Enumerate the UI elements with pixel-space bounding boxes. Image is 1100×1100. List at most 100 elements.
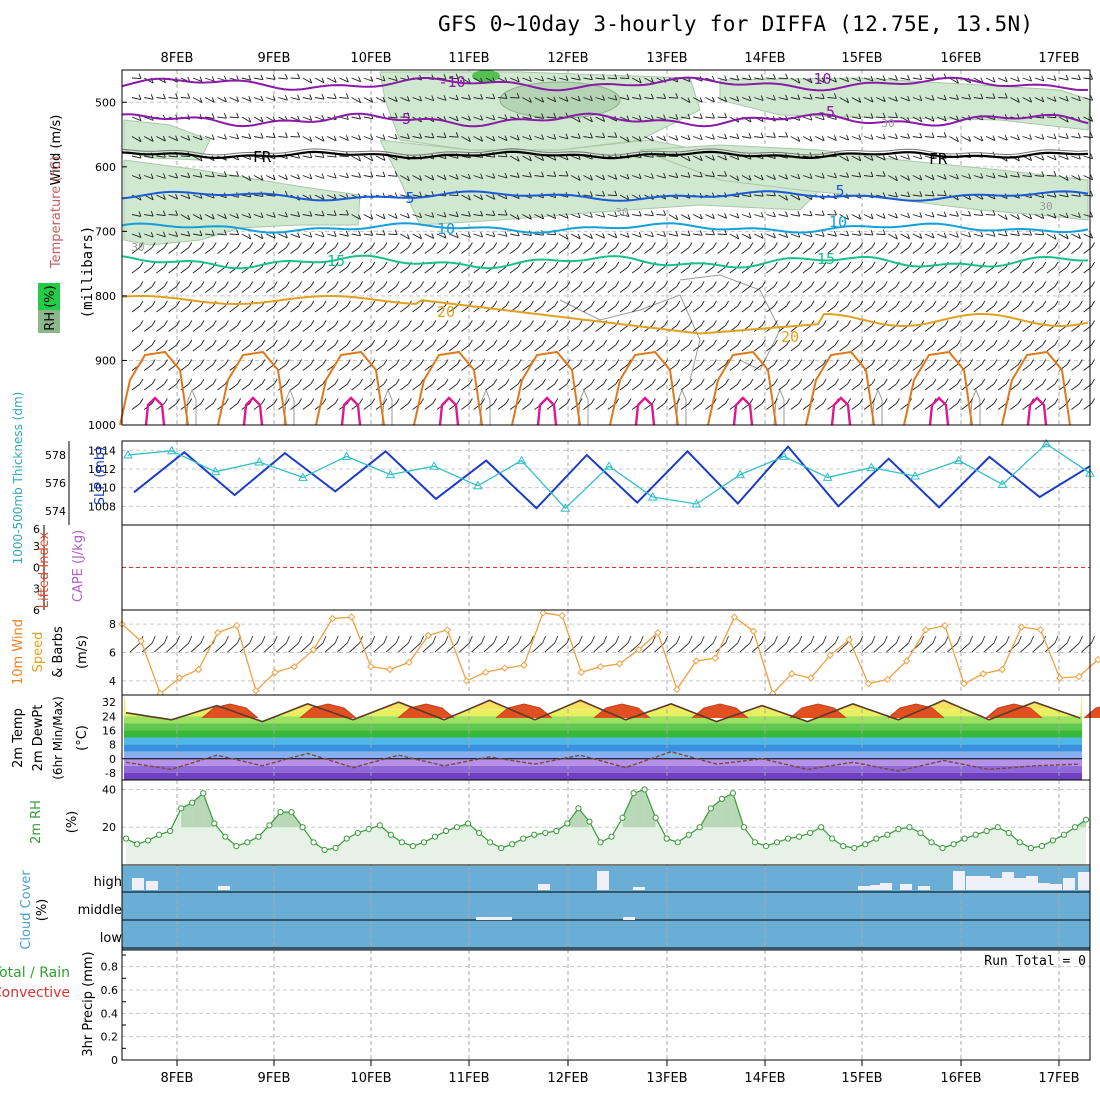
wind10m-marker [1056,674,1064,682]
wind-barb [912,155,922,160]
wind-barb [290,155,300,159]
wind-barb-flag [261,398,266,404]
wind-barb-flag [334,300,339,307]
wind-barb-flag [1066,339,1071,346]
wind-barb-flag [492,210,496,216]
wind-barb [583,383,592,391]
wind-barb [607,286,617,293]
wind-barb [1022,364,1031,371]
ylabel-wind10m-units: (m/s) [75,635,90,669]
wind10m-marker [979,670,987,678]
wind-barb-flag [175,93,179,99]
wind-barb [997,247,1007,254]
rh-2m-marker [840,843,847,850]
wind-barb [949,344,958,352]
wind-barb [290,77,300,80]
wind-barb-flag [248,212,252,219]
wind-barb-flag [504,114,508,120]
wind10m-marker [711,654,719,662]
wind-barb [924,233,935,239]
wind-barb-flag [944,281,949,287]
wind-barb-flag [138,173,142,180]
wind-barb-flag [176,398,180,404]
wind-barb [143,364,153,371]
wind-barb [168,344,177,352]
wind-barb [815,116,825,121]
wind-barb [131,97,142,101]
wind10m-marker [730,613,739,621]
wind-barb-flag [455,211,459,217]
rh-2m-marker [851,844,858,852]
wind-barb-flag [589,191,593,197]
wind-barb-flag [919,233,923,239]
wind-barb [656,364,665,371]
wind-barb [387,266,397,274]
wind-barb-flag [981,359,986,365]
wind-barb-flag [725,398,729,404]
wind-barb [607,325,617,332]
wind-barb [998,175,1008,178]
rh-2m-marker [387,831,394,838]
wind-barb-flag [932,242,937,248]
wind-barb-flag [566,281,571,287]
wind-barb [412,136,422,139]
wind-barb-flag [663,231,667,237]
temp-contour-30 [536,396,558,426]
wind-barb-flag [821,135,825,141]
wind-barb [961,136,971,142]
thickness-tick-label: 578 [45,449,66,462]
wind-barb [595,364,604,371]
wind-barb [863,175,874,178]
wind-barb-flag [150,94,154,100]
wind-barb [814,305,824,313]
wind-barb [656,266,665,274]
wind-tick-label: 6 [109,647,116,660]
wind-barb-flag [847,359,851,365]
wind10m-barb [581,642,592,653]
wind-barb-flag [554,281,559,287]
wind-barb [387,364,397,371]
date-label-bottom: 17FEB [1038,1071,1079,1086]
wind-barb [668,247,678,254]
wind-barb [156,325,165,332]
wind-barb-flag [211,230,215,236]
wind-barb [351,247,360,254]
wind-barb-flag [578,359,583,365]
wind-barb-flag [273,281,278,287]
wind10m-barb-flag [932,635,937,644]
rh-2m-marker [156,831,163,838]
wind-barb-flag [517,300,522,307]
wind-barb-flag [286,281,290,287]
wind-barb [290,214,300,217]
wind-barb [131,266,141,274]
wind-barb [180,155,190,158]
wind-barb [131,214,142,217]
wind-barb-flag [700,242,705,248]
wind-barb-flag [1054,398,1059,404]
wind-barb-flag [700,300,705,307]
wind-barb-flag [577,133,581,139]
wind-barb [204,325,214,332]
wind-barb [217,344,226,352]
wind-barb [1071,383,1080,391]
wind-barb [595,97,605,101]
wind-barb [705,214,715,220]
wind10m-marker [960,679,968,688]
wind-barb [461,116,471,122]
wind-barb-flag [882,133,886,140]
wind-barb [473,233,483,238]
wind-barb [595,305,604,313]
wind-barb-flag [383,281,388,287]
wind-barb [583,305,592,313]
wind-barb [192,266,202,274]
wind-barb-flag [150,231,154,238]
wind-barb [644,286,653,293]
wind-barb [522,286,531,293]
wind-barb [668,175,678,179]
wind-barb-flag [943,94,947,101]
wind-barb-flag [859,300,864,307]
wind-barb [888,364,897,371]
wind-barb [888,77,898,81]
wind-barb [497,247,507,254]
wind-barb [339,155,349,158]
